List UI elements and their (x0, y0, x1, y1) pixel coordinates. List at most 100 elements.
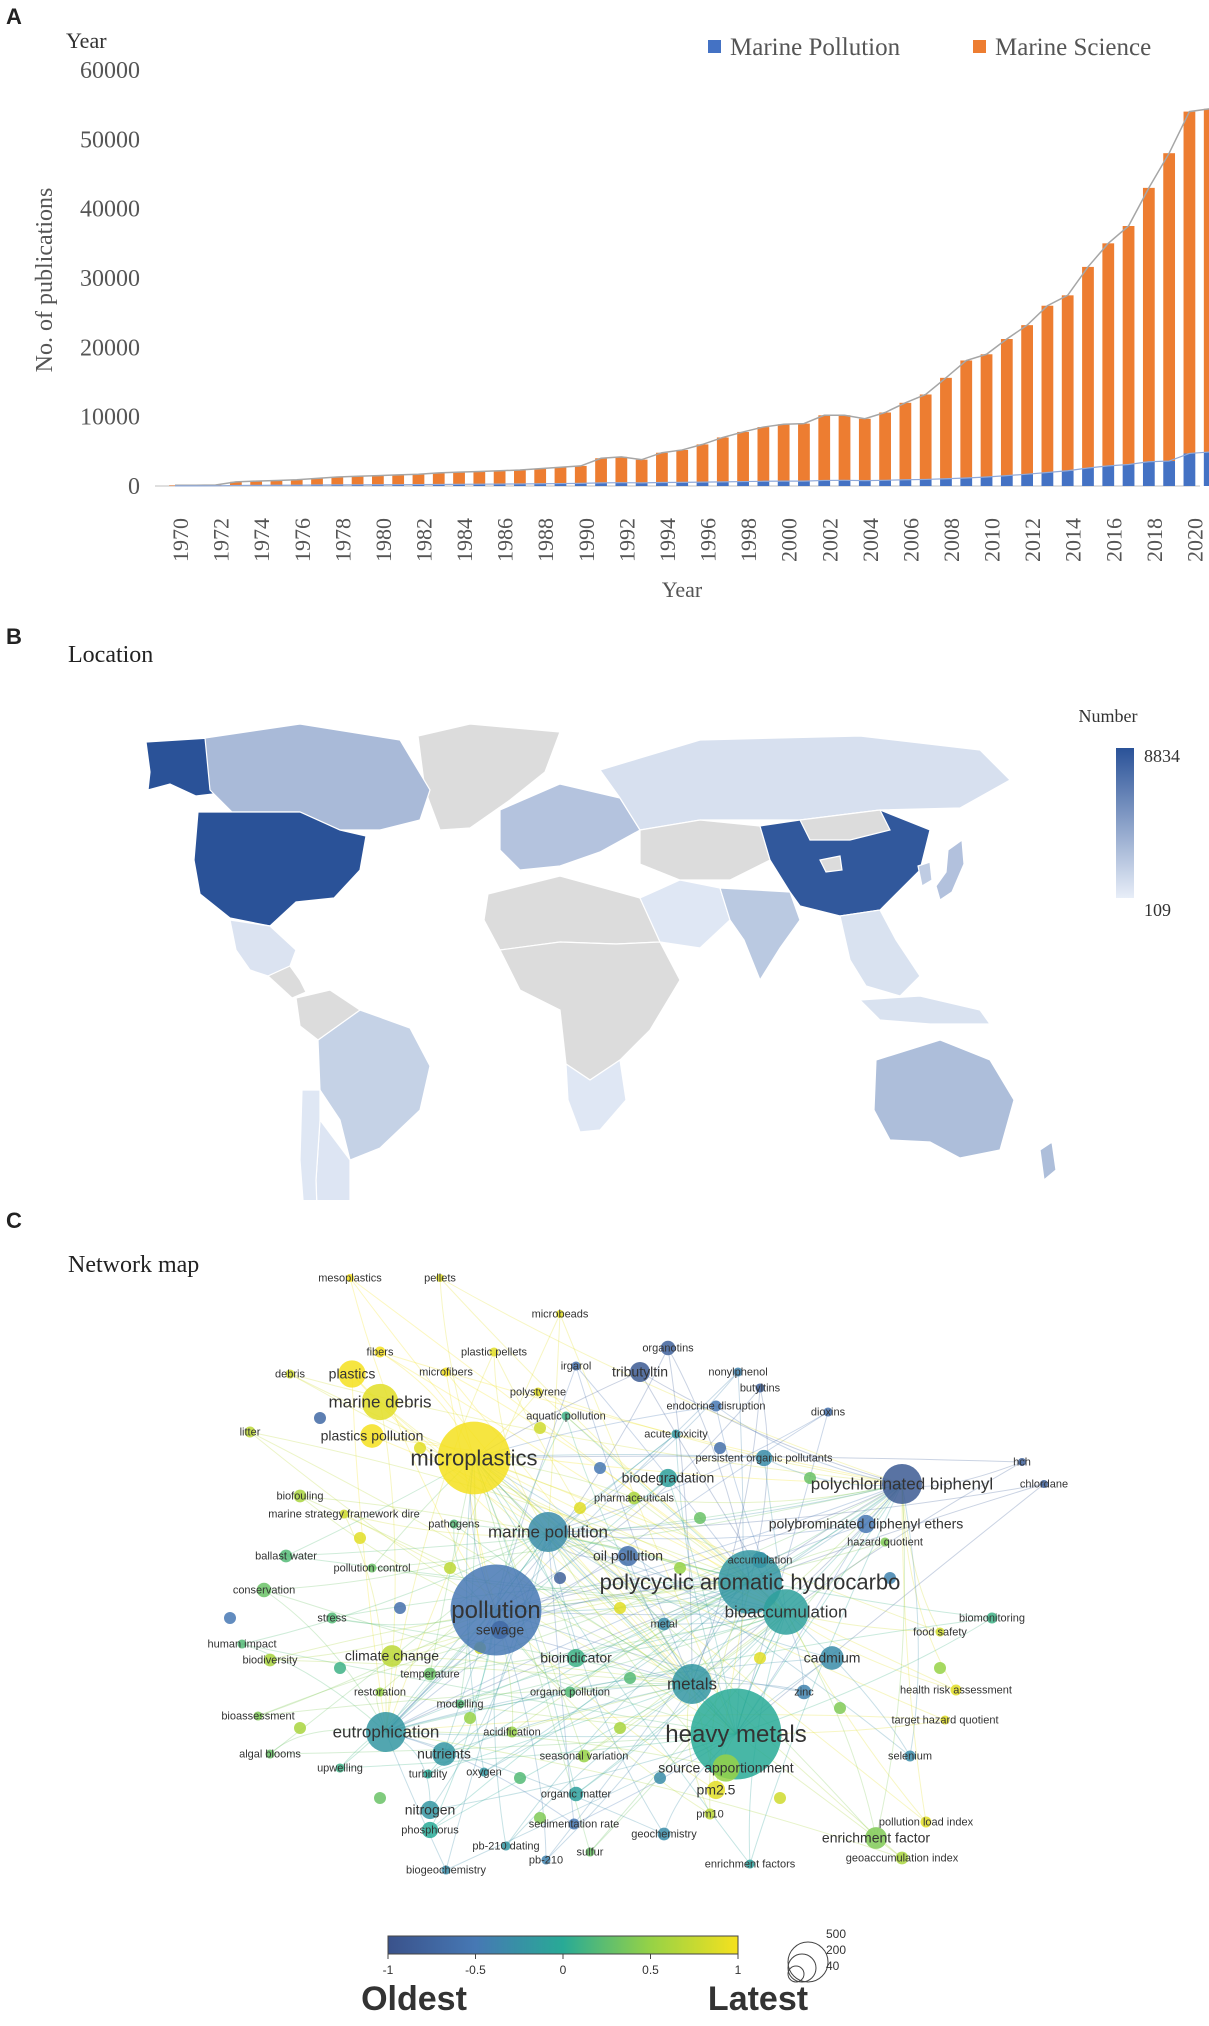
network-node (710, 1400, 722, 1412)
x-tick-label: 1982 (412, 518, 437, 562)
network-edge (547, 1483, 1045, 1533)
network-node (718, 1550, 782, 1614)
network-edge (575, 1483, 903, 1795)
bar-marine-science (858, 418, 871, 481)
network-edge (371, 1483, 903, 1569)
network-node-minor (834, 1702, 846, 1714)
network-node (755, 1449, 773, 1467)
network-node (423, 1667, 437, 1681)
bar-marine-science (372, 475, 384, 485)
bar-marine-science (1163, 153, 1176, 462)
map-region (1039, 1140, 1057, 1182)
network-node-minor (224, 1612, 236, 1624)
network-node-label: biodegradation (622, 1470, 715, 1486)
network-node-label: ballast water (255, 1551, 317, 1563)
network-node (796, 1684, 812, 1700)
network-node-label: stress (317, 1613, 347, 1625)
map-legend-min: 109 (1144, 900, 1171, 920)
x-tick-label: 1974 (249, 518, 274, 562)
network-node (366, 1712, 406, 1752)
network-edge (473, 1454, 765, 1459)
bar-marine-science (1122, 226, 1135, 465)
network-node (568, 1786, 584, 1802)
bar-marine-pollution (1041, 472, 1054, 486)
network-edge (391, 1655, 693, 1685)
network-node (256, 1582, 272, 1598)
size-legend-label: 500 (826, 1927, 846, 1941)
network-node (672, 1664, 712, 1704)
network-node-label: bioaccumulation (725, 1603, 848, 1622)
network-node (755, 1383, 765, 1393)
bar-marine-pollution (656, 482, 668, 486)
network-node-label: plastic pellets (461, 1347, 528, 1359)
network-edge (285, 1555, 787, 1613)
panel-letter-b: B (6, 624, 22, 649)
network-node (880, 1537, 890, 1547)
bar-marine-science (615, 456, 628, 483)
panel-letter-c: C (6, 1208, 22, 1233)
bar-marine-science (514, 470, 526, 484)
network-node-label: bioindicator (540, 1650, 612, 1666)
network-edge (473, 1455, 1023, 1463)
network-edge (473, 1457, 877, 1839)
bar-marine-science (1061, 295, 1074, 471)
bar-marine-science (229, 481, 242, 486)
network-edge (379, 1401, 396, 1733)
network-node-label: cadmium (804, 1650, 861, 1666)
network-node (733, 1367, 743, 1377)
colorbar-tick-label: -0.5 (465, 1963, 486, 1977)
network-node (360, 1424, 384, 1448)
network-node (904, 1750, 916, 1762)
bar-marine-pollution (960, 478, 973, 486)
network-edge (439, 1277, 903, 1485)
network-node (657, 1617, 671, 1631)
bar-chart: Year Marine Pollution Marine Science 0 100… (32, 28, 1209, 600)
network-node-minor (884, 1572, 896, 1584)
network-node-minor (694, 1512, 706, 1524)
network-edge (385, 1731, 903, 1859)
bar-marine-pollution (1183, 453, 1196, 486)
network-node-label: biomonitoring (959, 1613, 1025, 1625)
map-region (299, 1089, 321, 1200)
bar-marine-science (716, 437, 729, 482)
network-edge (349, 1277, 497, 1611)
network-node (479, 1767, 489, 1777)
map-region (935, 838, 965, 901)
x-tick-label: 1990 (574, 518, 599, 562)
network-edge (443, 1683, 693, 1755)
bar-marine-pollution (980, 476, 993, 486)
x-tick-label: 2010 (980, 518, 1005, 562)
colorbar-tick-label: -1 (383, 1963, 394, 1977)
bar-marine-pollution (635, 482, 648, 486)
network-node-minor (464, 1712, 476, 1724)
bar-marine-science (777, 424, 790, 482)
network-edge (473, 1457, 941, 1633)
x-tick-label: 1976 (290, 518, 315, 562)
network-node (374, 1346, 386, 1358)
network-node-minor (574, 1502, 586, 1514)
network-edge (559, 1313, 737, 1735)
size-legend-label: 40 (826, 1959, 840, 1973)
network-edge (545, 1581, 751, 1861)
map-region (417, 723, 561, 831)
network-node (367, 1563, 377, 1573)
network-node-label: marine pollution (488, 1523, 608, 1542)
network-node (437, 1421, 511, 1495)
legend: Marine Pollution Marine Science (708, 34, 1151, 61)
network-edge (547, 1523, 867, 1540)
network-node-label: phosphorus (401, 1825, 459, 1837)
legend-swatch (708, 40, 721, 53)
map-region (599, 735, 1011, 831)
x-tick-label: 1996 (696, 518, 721, 562)
network-edge (663, 1483, 903, 1625)
bar-marine-pollution (534, 483, 547, 486)
bar-marine-pollution (473, 484, 486, 486)
map-title: Location (68, 642, 154, 668)
network-edge (429, 1581, 751, 1831)
network-node (420, 1800, 440, 1820)
network-edge (429, 1531, 549, 1811)
pollution-line (175, 451, 1209, 487)
network-node-label: enrichment factors (705, 1859, 796, 1871)
x-tick-label: 2020 (1182, 518, 1207, 562)
bar-marine-pollution (1122, 464, 1135, 486)
